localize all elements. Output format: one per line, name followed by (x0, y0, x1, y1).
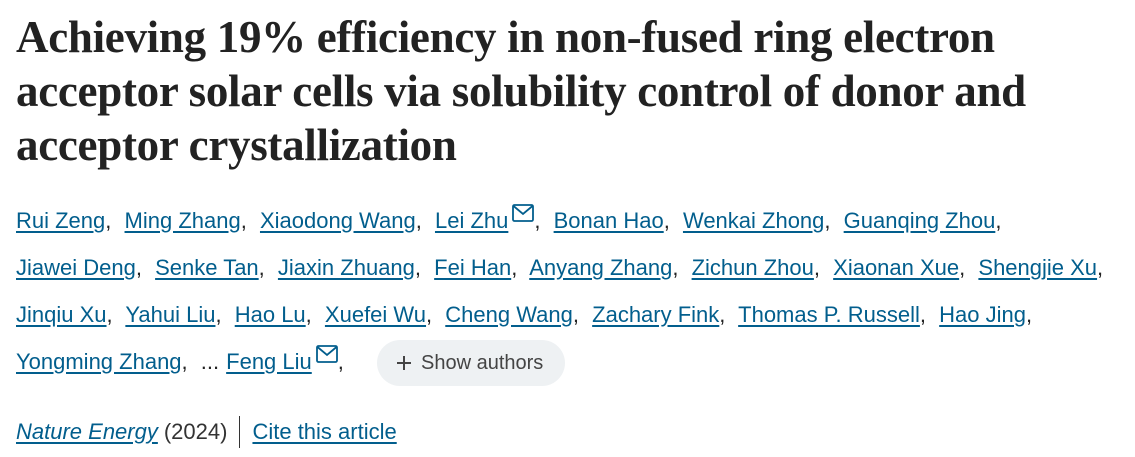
journal-link[interactable]: Nature Energy (16, 419, 158, 444)
author: Senke Tan, (155, 255, 272, 280)
author-link[interactable]: Hao Lu (234, 302, 306, 327)
separator: , (1026, 302, 1033, 327)
author: Hao Jing, (939, 302, 1039, 327)
author: Xiaonan Xue, (833, 255, 972, 280)
separator: , (511, 255, 518, 280)
separator: , (258, 255, 265, 280)
show-authors-label: Show authors (421, 351, 544, 374)
author-link[interactable]: Xiaonan Xue (833, 255, 960, 280)
separator: , (105, 208, 112, 233)
author-link[interactable]: Xuefei Wu (324, 302, 427, 327)
author-link[interactable]: Wenkai Zhong (682, 208, 825, 233)
author-link[interactable]: Anyang Zhang (529, 255, 673, 280)
author: Cheng Wang, (445, 302, 586, 327)
author: Bonan Hao, (554, 208, 677, 233)
author: Wenkai Zhong, (683, 208, 838, 233)
separator: , (106, 302, 113, 327)
citation-row: Nature Energy (2024) Cite this article (16, 414, 397, 450)
author-link[interactable]: Yahui Liu (125, 302, 216, 327)
author-link[interactable]: Yongming Zhang (16, 349, 182, 374)
author-list: Rui Zeng, Ming Zhang, Xiaodong Wang, Lei… (16, 197, 1128, 387)
separator: , (337, 349, 344, 374)
separator: , (663, 208, 670, 233)
author: Ming Zhang, (125, 208, 254, 233)
separator: , (415, 208, 422, 233)
author: Xuefei Wu, (325, 302, 439, 327)
author: Xiaodong Wang, (260, 208, 429, 233)
author-link[interactable]: Jiawei Deng (16, 255, 136, 280)
email-icon[interactable] (512, 204, 535, 222)
author: Shengjie Xu, (978, 255, 1110, 280)
separator: , (813, 255, 821, 280)
author-link[interactable]: Lei Zhu (434, 208, 509, 233)
author-link[interactable]: Senke Tan (155, 255, 259, 280)
author: Hao Lu, (235, 302, 319, 327)
separator: , (426, 302, 433, 327)
author-link[interactable]: Bonan Hao (553, 208, 664, 233)
author: Yahui Liu, (125, 302, 228, 327)
plus-icon (397, 356, 412, 371)
author-link[interactable]: Xiaodong Wang (259, 208, 416, 233)
author: Rui Zeng, (16, 208, 118, 233)
author: Jiaxin Zhuang, (278, 255, 428, 280)
author-link[interactable]: Ming Zhang (124, 208, 241, 233)
divider (239, 416, 241, 448)
author: Zichun Zhou, (692, 255, 827, 280)
separator: , (240, 208, 247, 233)
separator: , (181, 349, 188, 374)
separator: , (135, 255, 142, 280)
separator: , (719, 302, 726, 327)
cite-link[interactable]: Cite this article (252, 419, 397, 444)
separator: , (672, 255, 679, 280)
separator: , (215, 302, 222, 327)
separator: , (824, 208, 831, 233)
author: Anyang Zhang, (529, 255, 685, 280)
author-link[interactable]: Rui Zeng (16, 208, 106, 233)
separator: , (959, 255, 966, 280)
separator: , (534, 208, 541, 233)
separator: , (919, 302, 927, 327)
author-link[interactable]: Feng Liu (226, 349, 312, 374)
email-icon[interactable] (315, 345, 338, 363)
author-link[interactable]: Guanqing Zhou (843, 208, 996, 233)
article-title: Achieving 19% efficiency in non-fused ri… (16, 12, 1026, 170)
author-link[interactable]: Jiaxin Zhuang (277, 255, 415, 280)
separator: , (572, 302, 580, 327)
author: Jiawei Deng, (16, 255, 149, 280)
show-authors-button[interactable]: Show authors (377, 340, 566, 387)
author: Thomas P. Russell, (738, 302, 933, 327)
separator: , (305, 302, 312, 327)
year: (2024) (163, 419, 228, 444)
author-link[interactable]: Cheng Wang (445, 302, 573, 327)
separator: , (995, 208, 1002, 233)
separator: , (414, 255, 422, 280)
author-link[interactable]: Fei Han (434, 255, 512, 280)
author: Lei Zhu, (434, 204, 548, 233)
author: Zachary Fink, (592, 302, 732, 327)
author-link[interactable]: Zichun Zhou (691, 255, 814, 280)
author: Feng Liu, (226, 345, 351, 374)
ellipsis: ... (200, 349, 220, 374)
author-link[interactable]: Hao Jing (939, 302, 1027, 327)
author-link[interactable]: Zachary Fink (592, 302, 720, 327)
author: Yongming Zhang, (16, 349, 195, 374)
author: Fei Han, (434, 255, 524, 280)
author: Guanqing Zhou, (844, 208, 1009, 233)
author-link[interactable]: Thomas P. Russell (738, 302, 920, 327)
author-link[interactable]: Shengjie Xu (978, 255, 1098, 280)
author-link[interactable]: Jinqiu Xu (16, 302, 107, 327)
author: Jinqiu Xu, (16, 302, 120, 327)
separator: , (1097, 255, 1104, 280)
